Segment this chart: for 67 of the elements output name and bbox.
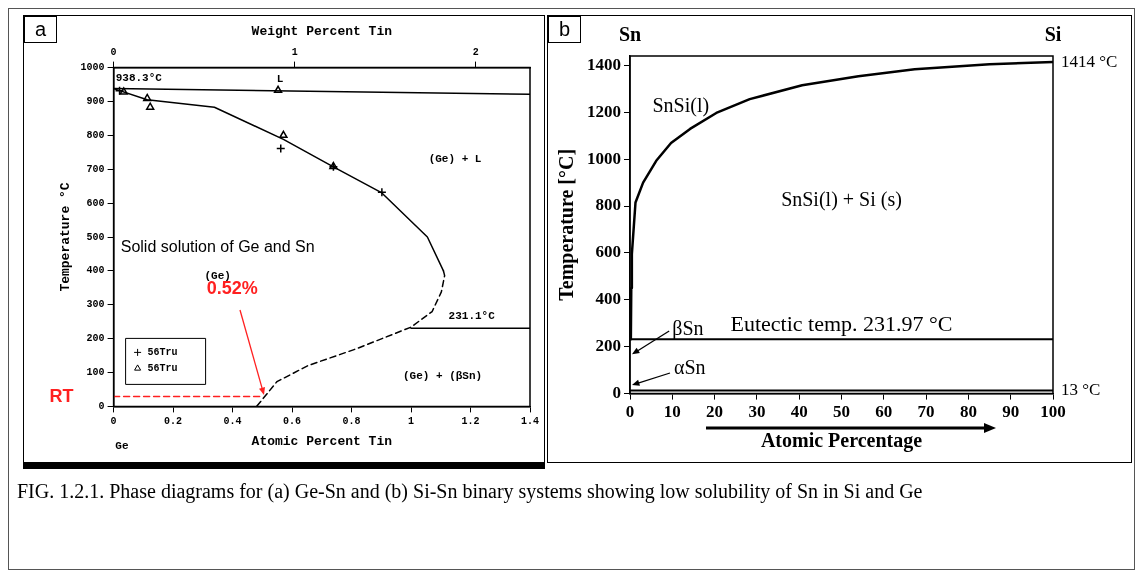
y-tick-label: 800 [595, 195, 621, 215]
ref-line-label: Eutectic temp. 231.97 °C [730, 311, 953, 336]
x-tick-label: 30 [748, 402, 766, 422]
y-tick-label: 600 [595, 242, 621, 262]
y-tick-label: 700 [86, 163, 105, 175]
x-tick-label: 1.2 [461, 415, 480, 427]
x-axis-title: Atomic Percentage [760, 429, 923, 453]
y-axis-title: Temperature [°C] [555, 148, 579, 301]
y-tick-label: 100 [86, 367, 105, 379]
text: Ge [115, 440, 129, 453]
text: Sn [618, 23, 642, 46]
y-tick-label: 1000 [587, 148, 621, 168]
x-tick-label: 100 [1040, 402, 1066, 422]
y-tick-label: 500 [86, 231, 105, 243]
x-tick-label: 0 [625, 402, 635, 422]
x-tick-label: 0.4 [223, 415, 242, 427]
y-tick-label: 0 [612, 382, 621, 402]
y-tick-label: 400 [86, 265, 105, 277]
annotation: 231.1°C [448, 310, 496, 323]
y-tick-label: 200 [86, 333, 105, 345]
annotation: βSn [672, 316, 704, 340]
x-tick-label: 10 [663, 402, 681, 422]
caption: FIG. 1.2.1. Phase diagrams for (a) Ge-Sn and (b) Si-Sn binary systems showing low solubility of Sn in Si and Ge [17, 479, 924, 505]
y-tick-label: 300 [86, 299, 105, 311]
annotation: SnSi(l) + Si (s) [781, 188, 902, 212]
x-tick-label: 90 [1002, 402, 1020, 422]
y-tick-label: 400 [595, 289, 621, 309]
y-tick-label: 800 [86, 129, 105, 141]
y-tick-label: 200 [595, 336, 621, 356]
y-tick-label: 600 [86, 197, 105, 209]
ref-line-label: 13 °C [1061, 380, 1101, 400]
legend-label: 56Tru [147, 346, 178, 358]
x-tick-label: 40 [790, 402, 808, 422]
x-axis-title: Atomic Percent Tin [251, 434, 393, 450]
y-tick-label: 900 [86, 96, 105, 107]
y-axis-title: Temperature °C [58, 182, 74, 292]
x-tick-label: 0.6 [283, 415, 302, 427]
y-tick-label: 1000 [80, 62, 105, 74]
text: Si [1044, 23, 1062, 46]
text: b [548, 16, 582, 43]
x-tick-label: 0.8 [342, 415, 361, 427]
x-tick-label: 60 [875, 402, 893, 422]
annotation: RT [49, 385, 74, 406]
y-tick-label: 1200 [587, 101, 621, 121]
x-tick-label: 1 [408, 415, 415, 427]
x-tick-label: 70 [917, 402, 935, 422]
annotation: 938.3°C [115, 71, 163, 84]
x-tick-label: 20 [706, 402, 724, 422]
x2-tick-label: 0 [110, 47, 117, 59]
annotation: (Ge) + (βSn) [402, 369, 483, 382]
text: a [24, 16, 58, 43]
x-tick-label: 1.4 [520, 415, 540, 427]
x2-tick-label: 1 [291, 47, 298, 59]
annotation: L [276, 73, 284, 86]
annotation: αSn [674, 355, 706, 378]
x-tick-label: 50 [833, 402, 850, 422]
y-tick-label: 1400 [587, 54, 621, 74]
annotation: (Ge) + L [428, 152, 482, 165]
annotation: 1414 °C [1061, 51, 1118, 71]
legend-label: 56Tru [147, 362, 178, 374]
x2-axis-title: Weight Percent Tin [251, 24, 393, 40]
annotation: Solid solution of Ge and Sn [120, 237, 315, 255]
x2-tick-label: 2 [472, 47, 479, 59]
annotation: SnSi(l) [652, 93, 710, 117]
x-tick-label: 80 [959, 402, 977, 422]
x-tick-label: 0 [110, 415, 117, 427]
x-tick-label: 0.2 [164, 415, 183, 427]
